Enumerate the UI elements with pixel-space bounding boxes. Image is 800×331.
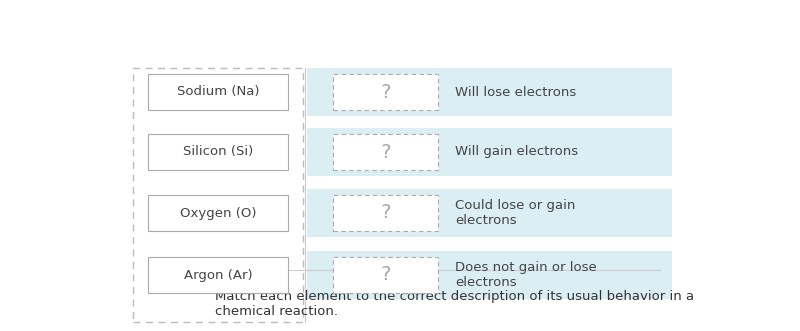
Bar <box>333 134 438 170</box>
Text: ?: ? <box>380 82 391 102</box>
Text: Oxygen (O): Oxygen (O) <box>180 207 256 219</box>
Bar <box>333 74 438 110</box>
Bar <box>333 195 438 231</box>
Bar <box>333 257 438 293</box>
Text: Does not gain or lose
electrons: Does not gain or lose electrons <box>455 261 597 289</box>
Bar <box>148 257 288 293</box>
Text: ?: ? <box>380 143 391 162</box>
Bar <box>133 68 303 322</box>
Text: ?: ? <box>380 265 391 285</box>
Text: Could lose or gain
electrons: Could lose or gain electrons <box>455 199 575 227</box>
Bar <box>148 195 288 231</box>
Bar <box>307 128 672 176</box>
Text: Sodium (Na): Sodium (Na) <box>177 85 259 99</box>
Text: Will gain electrons: Will gain electrons <box>455 146 578 159</box>
Bar <box>307 68 672 116</box>
Bar <box>148 134 288 170</box>
Text: Argon (Ar): Argon (Ar) <box>184 268 252 281</box>
Text: ?: ? <box>380 204 391 222</box>
Text: Silicon (Si): Silicon (Si) <box>183 146 253 159</box>
Text: Will lose electrons: Will lose electrons <box>455 85 576 99</box>
Bar <box>307 251 672 299</box>
Text: Match each element to the correct description of its usual behavior in a
chemica: Match each element to the correct descri… <box>215 290 694 318</box>
Bar <box>307 189 672 237</box>
Bar <box>148 74 288 110</box>
